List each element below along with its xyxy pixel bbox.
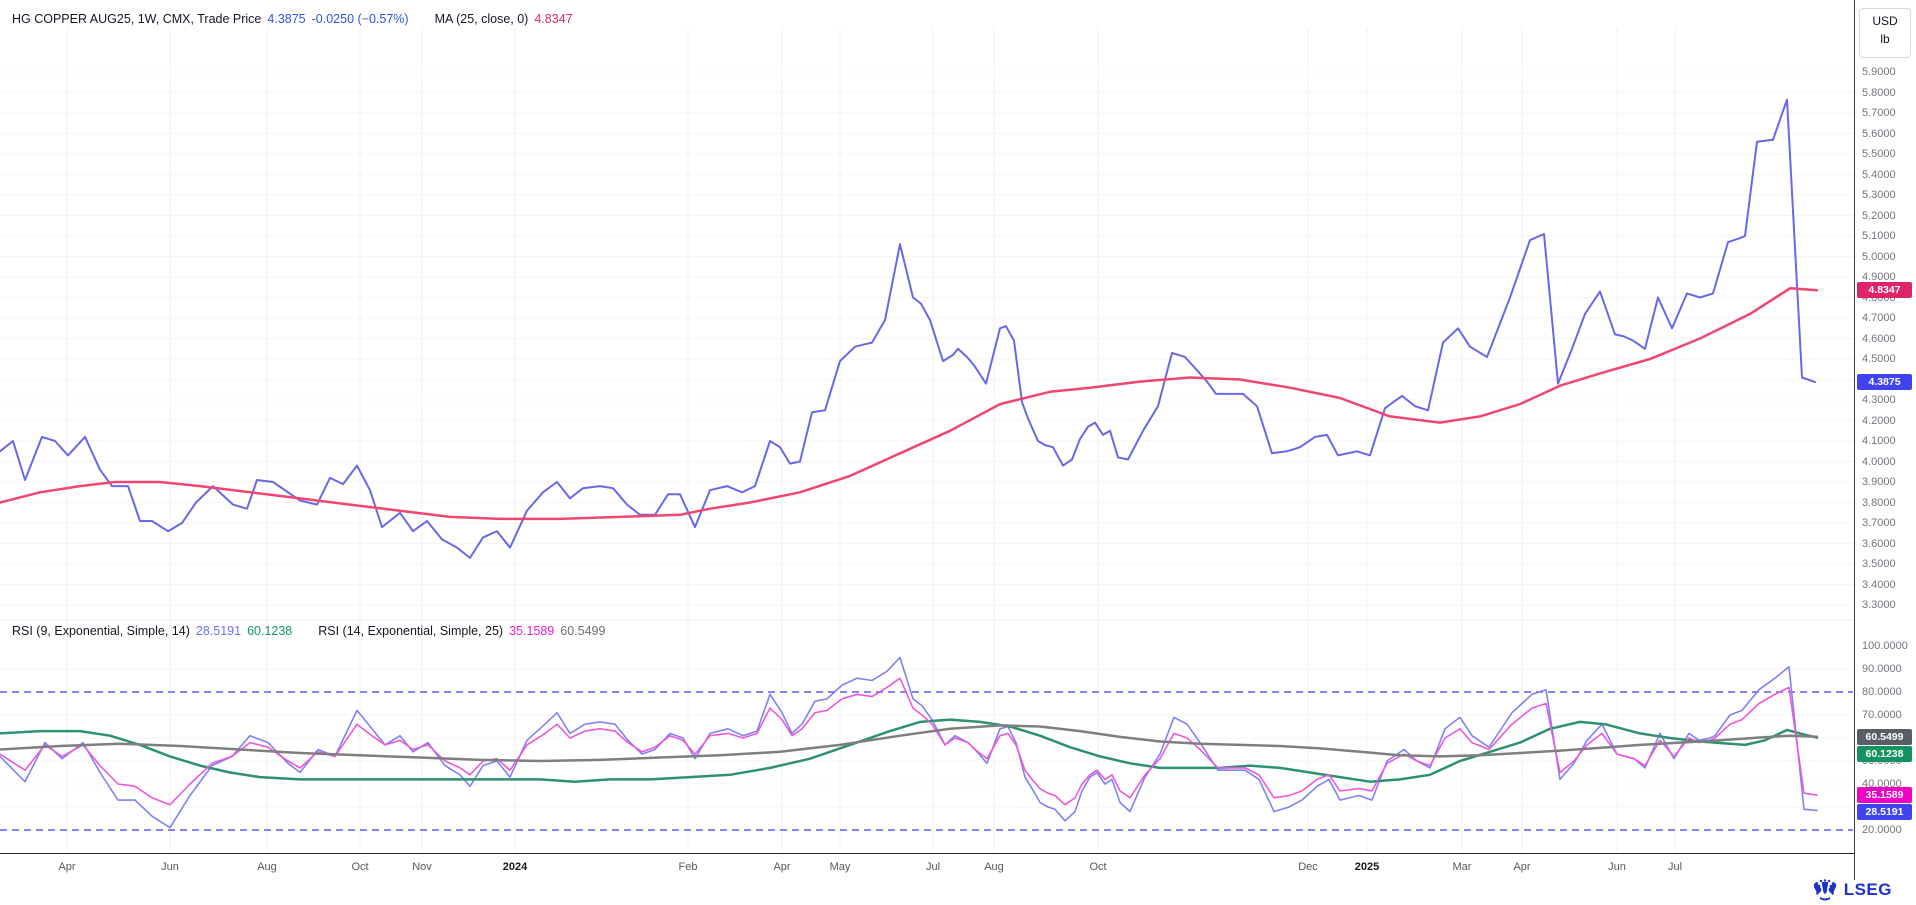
rsi-axis-badge: 60.5499 — [1857, 728, 1912, 745]
time-axis-month-label: Oct — [351, 861, 369, 873]
price-axis[interactable]: USD lb 5.9000 5.8000 5.7000 5.6000 5.5000 5.4… — [1854, 0, 1916, 880]
price-tick-label: 5.7000 — [1862, 107, 1896, 119]
axis-unit-currency: USD — [1872, 14, 1898, 28]
price-change-value: -0.0250 (−0.57%) — [311, 12, 409, 26]
price-tick-label: 3.4000 — [1862, 578, 1896, 591]
time-axis-month-label: Aug — [984, 861, 1004, 873]
price-tick-label: 5.4000 — [1862, 168, 1896, 181]
rsi-legend[interactable]: RSI (9, Exponential, Simple, 14) 28.5191… — [12, 624, 605, 638]
plot-svg[interactable] — [0, 0, 1854, 853]
price-tick-label: 4.2000 — [1862, 414, 1896, 427]
last-price-value: 4.3875 — [267, 12, 306, 26]
rsi-tick-label: 20.0000 — [1862, 824, 1902, 836]
price-legend[interactable]: HG COPPER AUG25, 1W, CMX, Trade Price 4.… — [12, 12, 573, 26]
time-axis-month-label: May — [829, 861, 851, 873]
ma-line — [0, 287, 1819, 521]
price-tick-label: 4.6000 — [1862, 332, 1896, 345]
price-tick-label: 3.5000 — [1862, 558, 1896, 570]
time-axis-month-label: Jul — [1667, 861, 1683, 873]
price-tick-label: 3.6000 — [1862, 537, 1896, 550]
price-tick-label: 3.7000 — [1862, 517, 1896, 529]
time-axis-month-label: Apr — [773, 861, 791, 873]
rsi14-signal-value: 60.5499 — [560, 624, 606, 638]
time-axis-year-label: 2024 — [502, 861, 528, 873]
price-tick-label: 5.5000 — [1862, 148, 1896, 160]
rsi9-value: 28.5191 — [195, 624, 242, 638]
price-axis-badge: 4.3875 — [1857, 374, 1912, 391]
time-axis-month-label: Oct — [1089, 861, 1107, 873]
lseg-logo: LSEG — [1812, 879, 1892, 901]
price-tick-label: 3.9000 — [1862, 476, 1896, 488]
price-tick-label: 4.7000 — [1862, 312, 1896, 324]
axis-unit-box[interactable]: USD lb — [1859, 8, 1911, 58]
ma-indicator-value: 4.8347 — [534, 12, 573, 26]
time-axis-year-label: 2025 — [1354, 861, 1380, 873]
price-tick-label: 3.8000 — [1862, 496, 1896, 509]
price-tick-label: 5.3000 — [1862, 189, 1896, 201]
price-tick-label: 5.1000 — [1862, 230, 1896, 242]
symbol-title: HG COPPER AUG25, 1W, CMX, Trade Price — [12, 12, 262, 26]
price-tick-label: 3.3000 — [1862, 599, 1896, 611]
rsi14-line — [0, 677, 1818, 806]
rsi-tick-label: 40.0000 — [1862, 778, 1902, 790]
price-tick-label: 4.9000 — [1862, 271, 1896, 283]
rsi9-signal-line — [0, 718, 1819, 783]
lseg-logo-text: LSEG — [1843, 880, 1892, 899]
chart-area[interactable]: HG COPPER AUG25, 1W, CMX, Trade Price 4.… — [0, 0, 1854, 853]
time-axis-month-label: Jun — [161, 861, 179, 873]
time-axis-month-label: Apr — [1513, 861, 1531, 873]
time-axis-month-label: Jun — [1608, 861, 1626, 873]
time-axis-month-label: Mar — [1452, 861, 1472, 873]
time-axis-month-label: Jul — [925, 861, 941, 873]
time-axis-month-label: Feb — [678, 861, 698, 873]
price-tick-label: 5.9000 — [1862, 66, 1896, 78]
rsi-axis-badge: 28.5191 — [1857, 804, 1912, 821]
price-tick-label: 4.1000 — [1862, 435, 1896, 447]
price-tick-label: 4.3000 — [1862, 394, 1896, 406]
price-tick-label: 4.0000 — [1862, 455, 1896, 468]
lseg-crest-icon — [1813, 879, 1836, 901]
price-tick-label: 5.2000 — [1862, 209, 1896, 222]
time-axis[interactable]: Apr Jun Aug Oct Nov 2024 Feb Apr May Jul Aug Oct Dec… — [0, 853, 1916, 881]
rsi-tick-label: 100.0000 — [1862, 640, 1908, 652]
price-tick-label: 4.5000 — [1862, 353, 1896, 365]
time-axis-month-label: Apr — [58, 861, 76, 873]
rsi9-signal-value: 60.1238 — [247, 624, 293, 638]
time-axis-month-label: Dec — [1298, 861, 1318, 873]
rsi-axis-badge: 35.1589 — [1857, 787, 1912, 804]
time-axis-month-label: Nov — [412, 861, 432, 873]
price-axis-badge: 4.8347 — [1857, 282, 1912, 299]
price-tick-label: 5.0000 — [1862, 250, 1896, 263]
rsi14-signal-line — [0, 724, 1819, 763]
rsi-tick-label: 90.0000 — [1862, 663, 1902, 675]
rsi-tick-label: 70.0000 — [1862, 709, 1902, 721]
trade-price-line — [0, 98, 1816, 559]
rsi-axis-badge: 60.1238 — [1857, 745, 1912, 762]
rsi9-line — [0, 656, 1818, 829]
price-tick-label: 5.6000 — [1862, 127, 1896, 140]
time-axis-month-label: Aug — [257, 861, 277, 873]
rsi14-value: 35.1589 — [509, 624, 555, 638]
axis-unit-weight: lb — [1880, 32, 1890, 46]
footer-bar — [0, 880, 1916, 905]
ma-indicator-label[interactable]: MA (25, close, 0) — [434, 12, 529, 26]
rsi9-indicator-label[interactable]: RSI (9, Exponential, Simple, 14) — [12, 624, 190, 638]
rsi14-indicator-label[interactable]: RSI (14, Exponential, Simple, 25) — [318, 624, 504, 638]
rsi-tick-label: 80.0000 — [1862, 686, 1902, 698]
price-tick-label: 5.8000 — [1862, 86, 1896, 99]
